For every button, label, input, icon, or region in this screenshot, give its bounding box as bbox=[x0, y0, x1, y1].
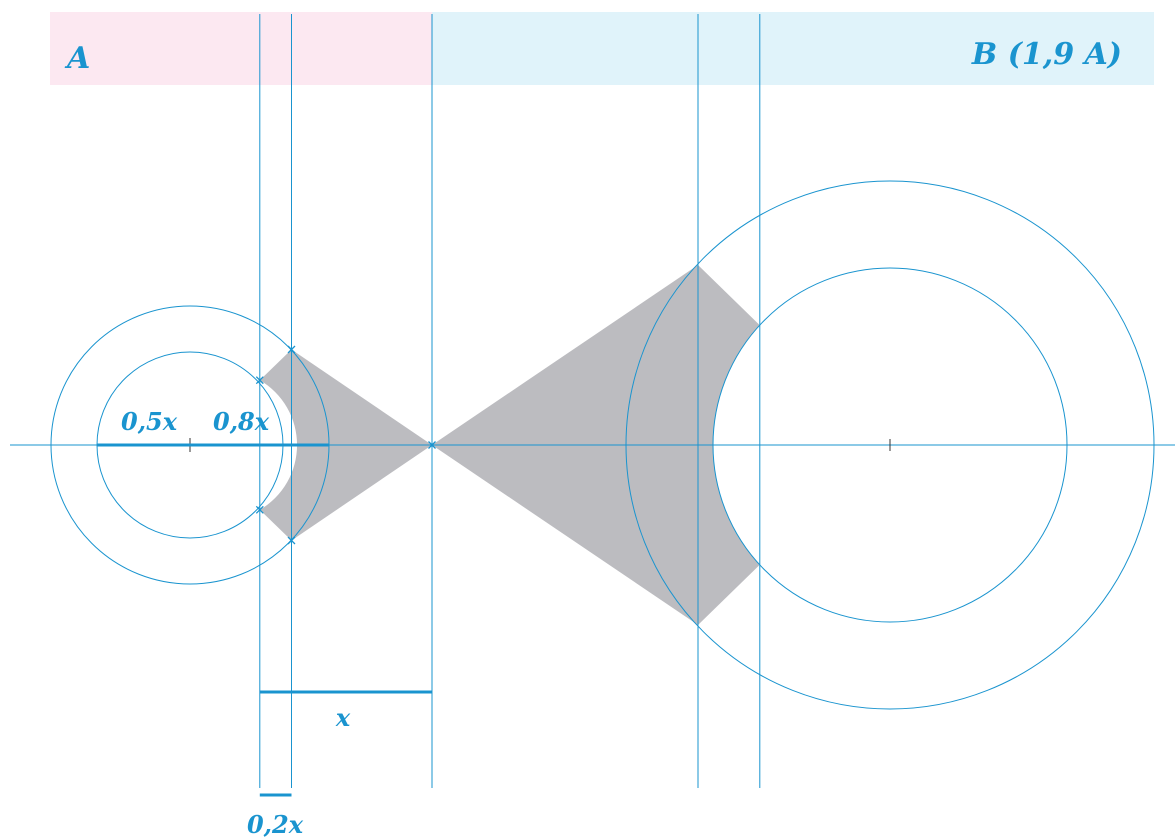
label-distance: x bbox=[335, 703, 351, 732]
circle-b-inner bbox=[712, 267, 1068, 623]
label-offset: 0,2x bbox=[247, 810, 304, 839]
header-band-a bbox=[50, 12, 432, 85]
label-inner-radius: 0,5x bbox=[121, 407, 178, 436]
cross-marks bbox=[255, 345, 436, 545]
header-band-b bbox=[432, 12, 1154, 85]
label-b: B (1,9 A) bbox=[971, 37, 1122, 72]
label-a: A bbox=[64, 41, 90, 76]
circle-b-outer bbox=[625, 180, 1155, 710]
label-outer-radius: 0,8x bbox=[213, 407, 270, 436]
